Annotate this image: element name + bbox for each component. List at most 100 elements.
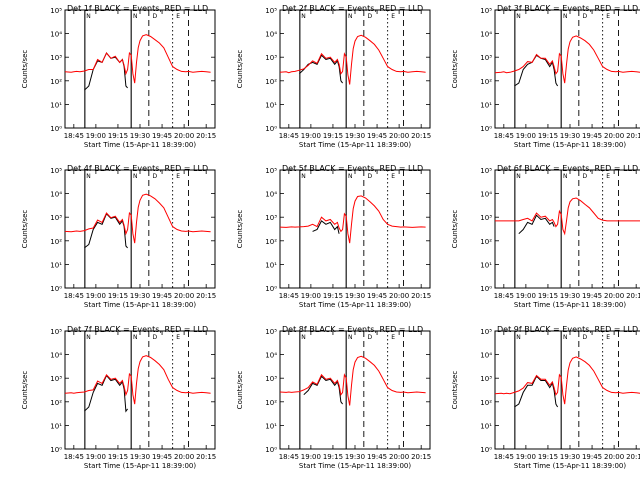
series-lld — [64, 193, 211, 244]
x-tick-label: 19:15 — [108, 453, 128, 461]
chart-panel-5: Det 5f BLACK = Events, RED = LLD 10⁰ 10¹ 10… — [236, 164, 431, 309]
event-marker-label: N — [301, 334, 306, 341]
chart-title: Det 6f BLACK = Events, RED = LLD — [497, 164, 638, 173]
y-tick-label: 10¹ — [265, 261, 277, 269]
series-events — [299, 54, 344, 84]
x-tick-label: 20:00 — [604, 453, 624, 461]
x-tick-label: 20:15 — [196, 292, 216, 300]
x-tick-label: 19:00 — [301, 132, 321, 140]
x-tick-label: 19:45 — [582, 132, 602, 140]
series-events — [84, 52, 128, 91]
y-tick-label: 10² — [480, 78, 492, 86]
event-marker-label: N — [563, 334, 568, 341]
y-tick-label: 10² — [50, 399, 62, 407]
event-marker-label: D — [152, 173, 157, 180]
x-tick-label: 19:30 — [560, 453, 580, 461]
chart-panel-1: Det 1f BLACK = Events, RED = LLD 10⁰ 10¹ 10… — [21, 4, 216, 149]
y-tick-label: 10³ — [480, 54, 492, 62]
x-tick-label: 19:00 — [86, 453, 106, 461]
series-events — [514, 375, 559, 408]
x-tick-label: 18:45 — [494, 132, 514, 140]
y-tick-label: 10¹ — [265, 422, 277, 430]
event-marker-label: D — [367, 13, 372, 20]
y-tick-label: 10¹ — [50, 101, 62, 109]
event-marker-label: N — [516, 173, 521, 180]
event-marker-label: N — [301, 173, 306, 180]
x-tick-label: 18:45 — [494, 453, 514, 461]
x-tick-label: 20:00 — [389, 132, 409, 140]
x-tick-label: 18:45 — [279, 132, 299, 140]
x-axis-label: Start Time (15-Apr-11 18:39:00) — [514, 462, 626, 470]
series-lld — [279, 195, 426, 244]
x-tick-label: 19:15 — [538, 292, 558, 300]
chart-title: Det 3f BLACK = Events, RED = LLD — [497, 4, 638, 13]
chart-title: Det 8f BLACK = Events, RED = LLD — [282, 325, 423, 334]
event-marker-label: E — [391, 173, 395, 180]
y-tick-label: 10¹ — [50, 422, 62, 430]
x-tick-label: 19:45 — [367, 292, 387, 300]
event-marker-label: N — [516, 334, 521, 341]
x-tick-label: 20:15 — [196, 132, 216, 140]
plot-frame — [64, 330, 216, 450]
x-tick-label: 19:15 — [323, 292, 343, 300]
y-tick-label: 10⁰ — [480, 125, 492, 133]
event-marker-label: E — [176, 334, 180, 341]
chart-panel-8: Det 8f BLACK = Events, RED = LLD 10⁰ 10¹ 10… — [236, 325, 431, 470]
x-tick-label: 19:30 — [345, 292, 365, 300]
event-marker-label: D — [582, 173, 587, 180]
plot-frame — [64, 9, 216, 129]
y-tick-label: 10¹ — [480, 101, 492, 109]
event-marker-label: E — [391, 334, 395, 341]
x-tick-label: 18:45 — [64, 453, 84, 461]
series-lld — [279, 34, 426, 85]
x-tick-label: 19:30 — [560, 132, 580, 140]
y-tick-label: 10⁵ — [265, 7, 277, 15]
y-tick-label: 10² — [480, 399, 492, 407]
y-axis-label: Counts/sec — [236, 210, 244, 249]
y-tick-label: 10² — [265, 399, 277, 407]
y-tick-label: 10⁵ — [480, 7, 492, 15]
y-tick-label: 10⁰ — [50, 125, 62, 133]
x-tick-label: 20:00 — [604, 292, 624, 300]
y-tick-label: 10⁰ — [50, 285, 62, 293]
x-tick-label: 19:30 — [130, 453, 150, 461]
y-tick-label: 10⁴ — [265, 31, 277, 39]
y-tick-label: 10³ — [265, 54, 277, 62]
y-axis-label: Counts/sec — [236, 371, 244, 410]
x-axis-label: Start Time (15-Apr-11 18:39:00) — [84, 462, 196, 470]
x-tick-label: 19:15 — [538, 453, 558, 461]
y-axis-label: Counts/sec — [21, 371, 29, 410]
x-tick-label: 19:15 — [108, 292, 128, 300]
x-tick-label: 19:45 — [152, 292, 172, 300]
x-tick-label: 20:00 — [604, 132, 624, 140]
y-tick-label: 10³ — [265, 375, 277, 383]
series-events — [84, 374, 129, 413]
y-axis-label: Counts/sec — [236, 50, 244, 89]
y-tick-label: 10² — [480, 238, 492, 246]
event-marker-label: N — [86, 173, 91, 180]
x-tick-label: 20:15 — [196, 453, 216, 461]
event-marker-label: N — [133, 334, 138, 341]
x-tick-label: 20:00 — [174, 132, 194, 140]
x-axis-label: Start Time (15-Apr-11 18:39:00) — [84, 141, 196, 149]
x-tick-label: 20:00 — [174, 453, 194, 461]
x-tick-label: 20:15 — [626, 453, 640, 461]
event-marker-label: N — [133, 13, 138, 20]
x-tick-label: 20:15 — [411, 132, 431, 140]
y-axis-label: Counts/sec — [451, 371, 459, 410]
event-marker-label: D — [152, 13, 157, 20]
y-tick-label: 10¹ — [480, 422, 492, 430]
x-tick-label: 18:45 — [279, 292, 299, 300]
y-tick-label: 10³ — [50, 375, 62, 383]
y-tick-label: 10⁰ — [480, 446, 492, 454]
y-tick-label: 10⁴ — [480, 352, 492, 360]
y-tick-label: 10³ — [480, 214, 492, 222]
x-tick-label: 19:30 — [130, 132, 150, 140]
y-tick-label: 10³ — [265, 214, 277, 222]
y-tick-label: 10⁰ — [265, 125, 277, 133]
y-tick-label: 10⁵ — [50, 167, 62, 175]
y-tick-label: 10⁴ — [480, 191, 492, 199]
x-tick-label: 20:15 — [411, 453, 431, 461]
y-tick-label: 10⁵ — [50, 7, 62, 15]
event-marker-label: E — [606, 13, 610, 20]
